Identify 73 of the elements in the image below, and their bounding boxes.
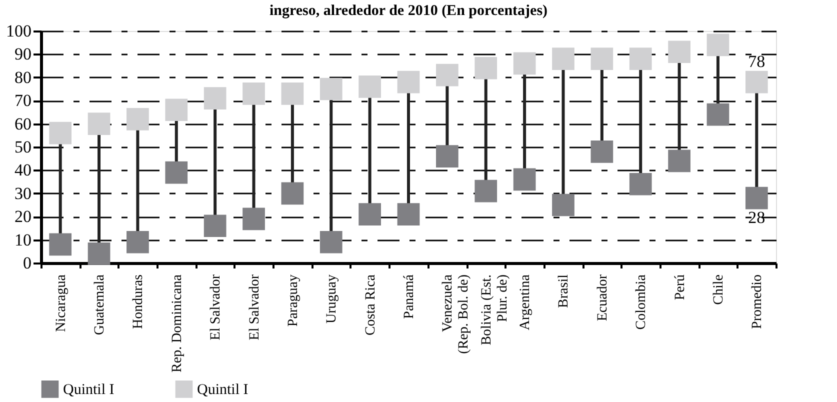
y-tick-label: 20 (14, 207, 32, 226)
point (745, 70, 768, 94)
point (590, 48, 614, 70)
point (242, 82, 265, 105)
x-tick-label: Colombia (634, 274, 650, 330)
y-tick-label: 60 (14, 114, 32, 134)
x-tick-label: Honduras (131, 274, 146, 329)
y-tick-label: 90 (14, 44, 32, 64)
point (88, 112, 110, 135)
x-tick-label: El Salvador (247, 274, 262, 340)
legend-label: Quintil I (63, 382, 114, 398)
point (474, 180, 498, 202)
x-tick-label: Brasil (556, 274, 572, 308)
point (126, 108, 149, 130)
x-tick-label: Uruguay (324, 274, 340, 324)
x-tick-label: Costa Rica (363, 274, 378, 336)
point (204, 214, 226, 238)
point (745, 186, 768, 210)
point (242, 208, 265, 230)
point (397, 203, 420, 226)
x-tick-label: Perú (672, 274, 688, 300)
point (49, 233, 72, 256)
point (281, 82, 304, 105)
point (552, 48, 574, 70)
x-tick-label: Venezuela (Rep. Bol. de) (440, 274, 472, 354)
y-tick-label: 30 (14, 184, 32, 203)
point (397, 70, 420, 94)
point (358, 76, 381, 98)
x-tick-label: Nicaragua (54, 274, 69, 332)
x-tick-label: Paraguay (286, 274, 301, 327)
point (165, 98, 188, 122)
point (513, 168, 536, 191)
point (474, 56, 498, 80)
x-tick-label: Argentina (518, 274, 534, 330)
point (320, 230, 342, 254)
x-tick-label: Panamá (402, 274, 417, 319)
point (629, 172, 652, 196)
y-tick-label: 10 (14, 230, 32, 250)
y-tick-label: 40 (14, 160, 32, 180)
x-tick-label: Ecuador (595, 274, 610, 322)
y-tick-label: 80 (14, 68, 32, 87)
x-tick-label: Rep. Dominicana (170, 274, 185, 372)
point (358, 203, 381, 226)
point (552, 194, 574, 216)
point (281, 182, 304, 205)
point (590, 140, 614, 163)
point (88, 242, 110, 265)
point (706, 34, 730, 56)
point (629, 48, 652, 70)
data-label: 78 (748, 52, 766, 72)
y-tick-label: 100 (6, 22, 32, 40)
point (436, 145, 458, 168)
point (668, 40, 690, 64)
point (49, 122, 72, 144)
y-tick-label: 0 (23, 254, 32, 272)
legend-label: Quintil I (197, 382, 248, 398)
y-tick-label: 50 (14, 138, 32, 156)
x-tick-label: Bolivia (Est. Plur. de) (479, 274, 510, 346)
point (320, 78, 342, 100)
point (165, 161, 188, 184)
point (668, 150, 690, 172)
point (513, 52, 536, 75)
x-tick-label: El Salvador (208, 274, 224, 340)
x-tick-label: Guatemala (92, 274, 108, 336)
point (436, 64, 458, 86)
data-label: 28 (748, 208, 766, 228)
point (706, 103, 730, 126)
chart-title: ingreso, alrededor de 2010 (En porcentajes) (269, 3, 548, 19)
point (126, 230, 149, 254)
x-tick-label: Promedio (750, 274, 766, 329)
x-tick-label: Chile (711, 274, 726, 305)
y-tick-label: 70 (14, 91, 32, 110)
point (204, 87, 226, 110)
